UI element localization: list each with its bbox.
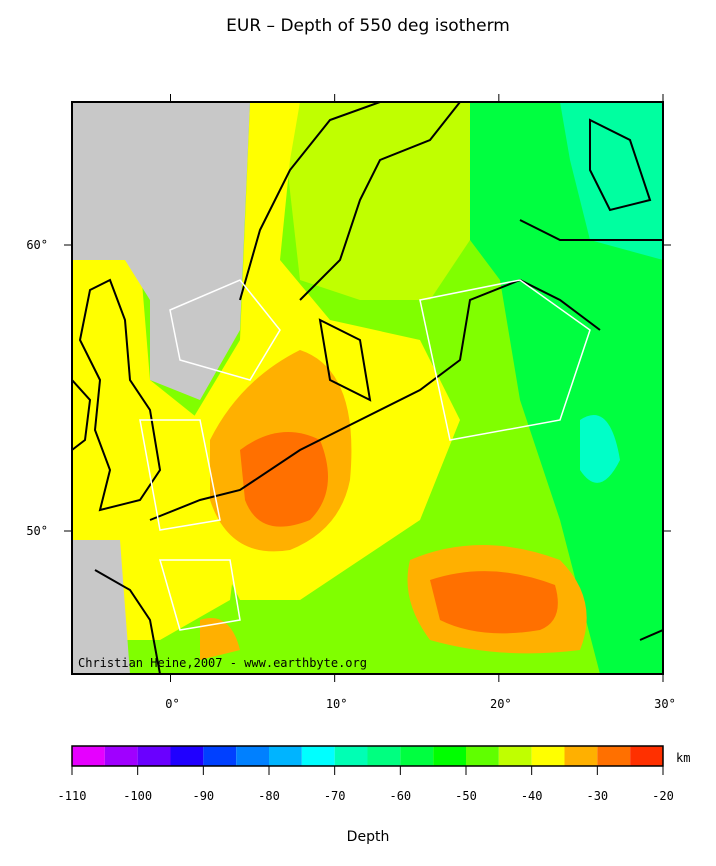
colorbar-segment bbox=[466, 746, 499, 766]
colorbar-tick-label: -70 bbox=[324, 789, 346, 803]
x-tick-label: 20° bbox=[490, 697, 512, 711]
colorbar-tick-label: -30 bbox=[586, 789, 608, 803]
colorbar-tick-label: -80 bbox=[258, 789, 280, 803]
colorbar-tick-label: -90 bbox=[192, 789, 214, 803]
colorbar-segment bbox=[269, 746, 302, 766]
colorbar-tick-label: -60 bbox=[389, 789, 411, 803]
colorbar-segment bbox=[564, 746, 598, 766]
x-tick-label: 30° bbox=[654, 697, 676, 711]
colorbar-segment bbox=[203, 746, 237, 766]
x-tick-label: 0° bbox=[165, 697, 179, 711]
colorbar-segment bbox=[137, 746, 171, 766]
colorbar-segment bbox=[104, 746, 138, 766]
x-tick-label: 10° bbox=[326, 697, 348, 711]
colorbar-frame bbox=[71, 745, 664, 767]
colorbar-tick-label: -40 bbox=[521, 789, 543, 803]
map-frame bbox=[71, 101, 664, 675]
colorbar-tick-label: -50 bbox=[455, 789, 477, 803]
colorbar-segment bbox=[433, 746, 466, 766]
colorbar-tick-label: -100 bbox=[123, 789, 152, 803]
colorbar-segment bbox=[597, 746, 631, 766]
colorbar-segment bbox=[630, 746, 663, 766]
colorbar-segment bbox=[400, 746, 434, 766]
colorbar-tick-label: -20 bbox=[652, 789, 674, 803]
colorbar-segment bbox=[367, 746, 401, 766]
colorbar-tick-label: -110 bbox=[58, 789, 87, 803]
colorbar-unit: km bbox=[676, 751, 690, 765]
credit: Christian Heine,2007 - www.earthbyte.org bbox=[78, 656, 367, 670]
colorbar-segment bbox=[498, 746, 532, 766]
colorbar-label: Depth bbox=[347, 829, 390, 845]
colorbar-segment bbox=[531, 746, 565, 766]
y-tick-label: 60° bbox=[26, 238, 48, 252]
colorbar-segment bbox=[301, 746, 335, 766]
colorbar-segment bbox=[72, 746, 105, 766]
y-tick-label: 50° bbox=[26, 524, 48, 538]
colorbar-segment bbox=[334, 746, 368, 766]
map-field bbox=[72, 102, 663, 674]
title: EUR – Depth of 550 deg isotherm bbox=[226, 16, 510, 36]
colorbar-segment bbox=[236, 746, 269, 766]
colorbar-segment bbox=[170, 746, 204, 766]
